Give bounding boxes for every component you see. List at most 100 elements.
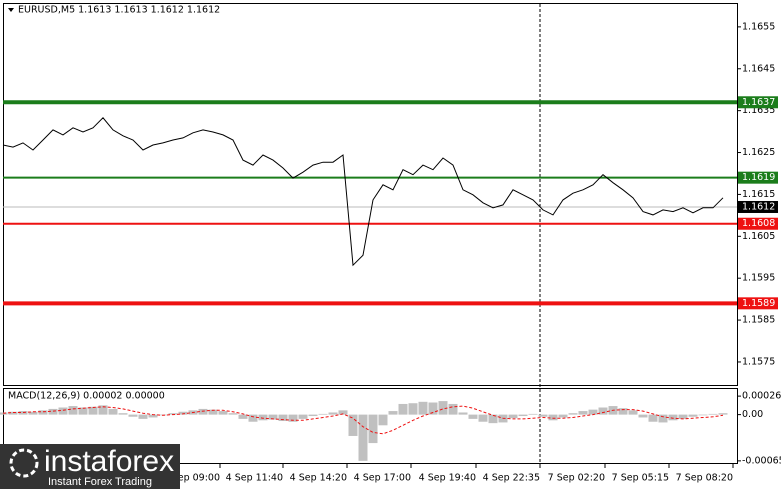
y-tick-label: 1.1575 — [742, 356, 775, 367]
macd-bar — [688, 414, 698, 417]
macd-bar — [198, 408, 208, 415]
watermark: instaforex Instant Forex Trading — [0, 444, 180, 489]
macd-bar — [578, 411, 588, 415]
macd-bar — [238, 414, 248, 419]
macd-bar — [678, 414, 688, 419]
macd-bar — [548, 414, 558, 421]
level-label: 1.1619 — [742, 172, 775, 183]
macd-bar — [248, 414, 258, 422]
macd-bar — [708, 413, 718, 415]
y-tick-label: -0.00065 — [742, 455, 781, 466]
macd-panel — [3, 388, 738, 464]
macd-bar — [138, 414, 148, 419]
macd-bar — [288, 414, 298, 422]
macd-bar — [28, 411, 38, 415]
chart-title: EURUSD,M5 1.1613 1.1613 1.1612 1.1612 — [18, 5, 220, 16]
macd-bar — [468, 414, 478, 419]
macd-bar — [78, 407, 88, 415]
price-line — [2, 117, 724, 267]
level-label-box — [738, 171, 778, 184]
logo-name: instaforex — [44, 445, 174, 478]
x-tick-label: 7 Sep 05:15 — [612, 473, 669, 484]
level-label: 1.1589 — [742, 298, 775, 309]
macd-bar — [38, 410, 48, 415]
macd-bar — [658, 414, 668, 423]
macd-bar — [178, 411, 188, 415]
macd-bar — [628, 410, 638, 415]
macd-bar — [478, 414, 488, 422]
level-label-box — [738, 217, 778, 230]
macd-bar — [338, 410, 348, 415]
macd-bar — [58, 407, 68, 415]
level-label-box — [738, 297, 778, 310]
macd-bar — [638, 414, 648, 418]
macd-bar — [98, 405, 108, 415]
y-tick-label: 0.00026 — [742, 391, 781, 402]
y-tick-label: 1.1615 — [742, 189, 775, 200]
macd-bar — [118, 413, 128, 415]
macd-bar — [368, 414, 378, 444]
macd-bar — [208, 409, 218, 415]
macd-bar — [298, 414, 308, 419]
macd-bar — [558, 414, 568, 418]
macd-bar — [108, 408, 118, 415]
macd-bar — [308, 414, 318, 417]
macd-bar — [148, 414, 158, 418]
y-tick-label: 1.1595 — [742, 273, 775, 284]
y-tick-label: 1.1635 — [742, 105, 775, 116]
x-tick-label: 4 Sep 14:20 — [290, 473, 347, 484]
macd-bar — [388, 411, 398, 415]
macd-bar — [268, 414, 278, 420]
macd-bar — [398, 403, 408, 415]
macd-bar — [218, 411, 228, 415]
macd-bar — [508, 414, 518, 419]
macd-bar — [458, 412, 468, 415]
macd-bar — [48, 408, 58, 415]
macd-bar — [488, 414, 498, 424]
macd-bar — [168, 413, 178, 415]
macd-bar — [228, 413, 238, 415]
macd-bar — [718, 413, 728, 415]
level-label: 1.1637 — [742, 97, 775, 108]
x-tick-label: 7 Sep 02:20 — [548, 473, 605, 484]
macd-bar — [258, 414, 268, 421]
macd-bar — [358, 414, 368, 461]
price-panel — [3, 3, 738, 386]
level-label: 1.1608 — [742, 218, 775, 229]
logo-tagline: Instant Forex Trading — [48, 476, 152, 488]
macd-bar — [568, 413, 578, 415]
macd-bar — [328, 412, 338, 415]
x-tick-label: 4 Sep 09:00 — [163, 473, 220, 484]
macd-bar — [518, 414, 528, 417]
macd-bar — [68, 406, 78, 415]
macd-bar — [428, 402, 438, 415]
macd-bar — [318, 413, 328, 415]
last-price-label: 1.1612 — [742, 201, 775, 212]
last-price-box — [738, 200, 778, 213]
macd-bar — [598, 407, 608, 415]
macd-bar — [438, 401, 448, 415]
y-tick-label: 1.1655 — [742, 21, 775, 32]
y-tick-label: 0.00 — [742, 409, 763, 420]
menu-arrow — [8, 8, 14, 12]
macd-bar — [588, 409, 598, 415]
macd-bar — [538, 414, 548, 417]
y-tick-label: 1.1645 — [742, 63, 775, 74]
x-tick-label: 4 Sep 19:40 — [419, 473, 476, 484]
macd-bar — [88, 406, 98, 415]
y-tick-label: 1.1625 — [742, 147, 775, 158]
macd-bar — [698, 414, 708, 416]
x-tick-label: 7 Sep 08:20 — [676, 473, 733, 484]
x-tick-label: 4 Sep 22:35 — [483, 473, 540, 484]
x-tick-label: 4 Sep 17:00 — [354, 473, 411, 484]
macd-bar — [618, 408, 628, 415]
x-tick-label: 4 Sep 11:40 — [226, 473, 283, 484]
macd-title: MACD(12,26,9) 0.00002 0.00000 — [8, 391, 165, 402]
signal-line — [2, 405, 724, 435]
macd-bar — [418, 401, 428, 415]
macd-bar — [448, 403, 458, 415]
macd-bar — [8, 411, 18, 415]
macd-bar — [278, 414, 288, 422]
level-label-box — [738, 96, 778, 109]
